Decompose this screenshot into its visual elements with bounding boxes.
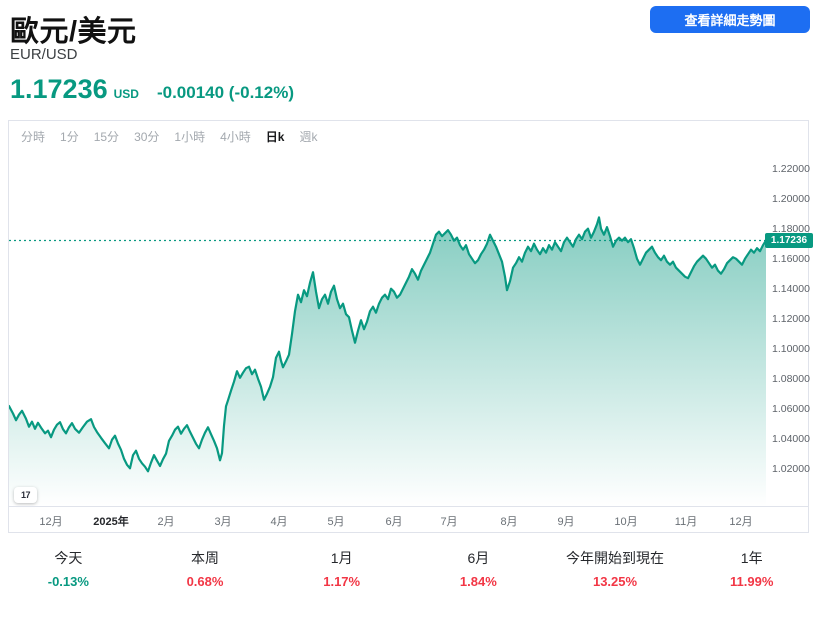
timeframe-15分[interactable]: 15分 [93, 129, 120, 144]
y-axis-label: 1.22000 [772, 163, 810, 175]
price-currency: USD [113, 87, 139, 101]
y-axis-label: 1.14000 [772, 283, 810, 295]
stat-label: 1月 [330, 550, 353, 566]
y-axis-label: 1.08000 [772, 373, 810, 385]
view-detail-chart-button[interactable]: 查看詳細走勢圖 [650, 6, 810, 33]
x-axis-labels: 12月 2025年 2月 3月 4月 5月 6月 7月 8月 9月 10月 11月 12月 [9, 506, 808, 532]
stat-label: 6月 [467, 550, 490, 566]
timeframe-週k[interactable]: 週k [299, 129, 318, 144]
x-axis-label: 10月 [614, 516, 638, 528]
timeframe-4小時[interactable]: 4小時 [220, 129, 251, 144]
stat-value: 1.17% [323, 574, 361, 589]
stat-label: 1年 [740, 550, 763, 566]
timeframe-分時[interactable]: 分時 [21, 129, 46, 144]
x-axis-label: 12月 [39, 516, 63, 528]
stat-今年開始到現在: 今年開始到現在 13.25% [547, 548, 684, 589]
x-axis-label: 7月 [440, 516, 458, 528]
stat-value: 11.99% [730, 574, 774, 589]
x-axis-label: 2月 [157, 516, 175, 528]
performance-stats-row: 今天 -0.13% 本周 0.68% 1月 1.17% 6月 1.84% 今年開始到現在 13.2… [0, 548, 820, 589]
y-axis-label: 1.18000 [772, 223, 810, 235]
timeframe-bar: 分時 1分 15分 30分 1小時 4小時 日k 週k [9, 121, 808, 151]
tradingview-logo-icon[interactable]: 17 [14, 487, 37, 503]
current-price-badge: 1.17236 [765, 232, 813, 248]
x-axis-label: 4月 [270, 516, 288, 528]
timeframe-1小時[interactable]: 1小時 [174, 129, 206, 144]
x-axis-label: 3月 [214, 516, 232, 528]
y-axis-label: 1.12000 [772, 313, 810, 325]
price-change: -0.00140 (-0.12%) [156, 83, 294, 102]
stat-6月: 6月 1.84% [410, 548, 547, 589]
timeframe-日k[interactable]: 日k [265, 129, 285, 144]
stat-value: 13.25% [592, 574, 638, 589]
stat-value: 0.68% [186, 574, 224, 589]
quote-header: 歐元/美元 EUR/USD 1.17236 USD -0.00140 (-0.1… [0, 0, 820, 115]
chart-widget: 分時 1分 15分 30分 1小時 4小時 日k 週k 1.22000 1.20000 1.180… [8, 120, 813, 533]
x-axis-label: 12月 [729, 516, 753, 528]
x-axis-label: 2025年 [93, 516, 129, 528]
stat-label: 本周 [191, 550, 219, 566]
timeframe-1分[interactable]: 1分 [60, 129, 79, 144]
y-axis-label: 1.20000 [772, 193, 810, 205]
price-row: 1.17236 USD -0.00140 (-0.12%) [10, 74, 294, 105]
x-axis-label: 9月 [557, 516, 575, 528]
stat-1年: 1年 11.99% [683, 548, 820, 589]
price-area-fill [9, 217, 766, 506]
chart-region[interactable]: 1.22000 1.20000 1.18000 1.16000 1.14000 1.120… [9, 151, 813, 506]
x-axis-label: 11月 [674, 516, 698, 528]
x-axis-label: 8月 [500, 516, 518, 528]
stat-value: 1.84% [459, 574, 497, 589]
current-price: 1.17236 [10, 74, 108, 104]
stat-本周: 本周 0.68% [137, 548, 274, 589]
stat-1月: 1月 1.17% [273, 548, 410, 589]
y-axis-label: 1.16000 [772, 253, 810, 265]
y-axis-label: 1.04000 [772, 433, 810, 445]
stat-label: 今天 [54, 550, 83, 566]
symbol-subtitle: EUR/USD [10, 46, 78, 63]
stat-今天: 今天 -0.13% [0, 548, 137, 589]
page-title: 歐元/美元 [10, 16, 137, 48]
y-axis-label: 1.02000 [772, 463, 810, 475]
price-chart[interactable] [9, 151, 766, 506]
stat-label: 今年開始到現在 [566, 550, 665, 566]
stat-value: -0.13% [47, 574, 89, 589]
x-axis-label: 6月 [385, 516, 403, 528]
y-axis-label: 1.06000 [772, 403, 810, 415]
y-axis-label: 1.10000 [772, 343, 810, 355]
timeframe-30分[interactable]: 30分 [134, 129, 160, 144]
x-axis-label: 5月 [327, 516, 345, 528]
price-line [9, 216, 766, 473]
